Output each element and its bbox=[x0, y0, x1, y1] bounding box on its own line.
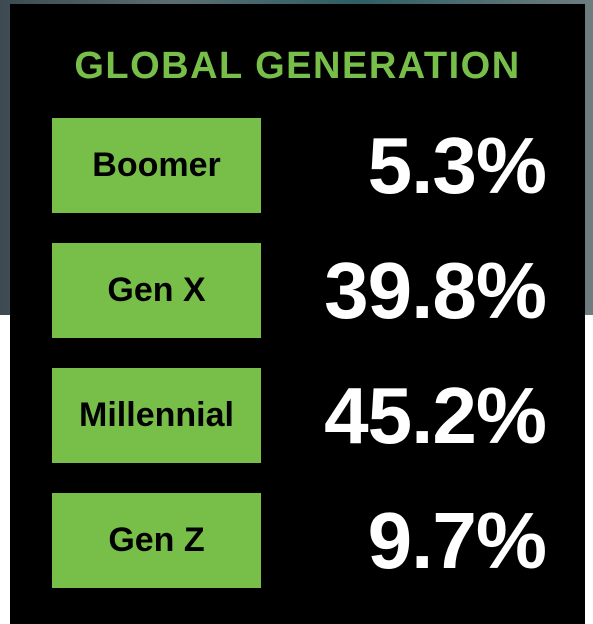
generation-label: Gen Z bbox=[52, 493, 261, 588]
generation-share: 39.8% bbox=[324, 243, 546, 338]
panel: GLOBAL GENERATION Boomer 5.3% Gen X 39.8% Mi… bbox=[10, 4, 585, 624]
generation-share: 9.7% bbox=[368, 493, 546, 588]
page: {"title": "GLOBAL GENERATION", "rows": [… bbox=[0, 0, 593, 624]
generation-share: 5.3% bbox=[368, 118, 546, 213]
generation-row: Boomer 5.3% bbox=[10, 118, 585, 213]
title: GLOBAL GENERATION bbox=[10, 44, 585, 88]
generation-row: Gen X 39.8% bbox=[10, 243, 585, 338]
generation-row: Gen Z 9.7% bbox=[10, 493, 585, 588]
generation-label: Millennial bbox=[52, 368, 261, 463]
generation-share: 45.2% bbox=[324, 368, 546, 463]
generation-row: Millennial 45.2% bbox=[10, 368, 585, 463]
generation-label: Boomer bbox=[52, 118, 261, 213]
generation-label: Gen X bbox=[52, 243, 261, 338]
